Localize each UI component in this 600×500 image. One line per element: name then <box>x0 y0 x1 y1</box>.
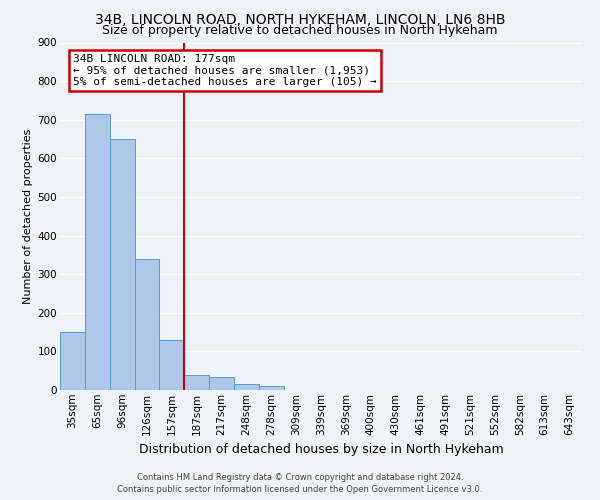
Y-axis label: Number of detached properties: Number of detached properties <box>23 128 34 304</box>
Text: Contains HM Land Registry data © Crown copyright and database right 2024.
Contai: Contains HM Land Registry data © Crown c… <box>118 472 482 494</box>
Bar <box>184 374 209 390</box>
Bar <box>85 114 110 390</box>
Bar <box>160 340 184 390</box>
Bar <box>209 378 234 390</box>
Bar <box>234 384 259 390</box>
X-axis label: Distribution of detached houses by size in North Hykeham: Distribution of detached houses by size … <box>139 443 503 456</box>
Bar <box>60 332 85 390</box>
Text: 34B LINCOLN ROAD: 177sqm
← 95% of detached houses are smaller (1,953)
5% of semi: 34B LINCOLN ROAD: 177sqm ← 95% of detach… <box>73 54 377 88</box>
Text: Size of property relative to detached houses in North Hykeham: Size of property relative to detached ho… <box>102 24 498 37</box>
Text: 34B, LINCOLN ROAD, NORTH HYKEHAM, LINCOLN, LN6 8HB: 34B, LINCOLN ROAD, NORTH HYKEHAM, LINCOL… <box>95 12 505 26</box>
Bar <box>134 258 160 390</box>
Bar <box>259 386 284 390</box>
Bar <box>110 139 134 390</box>
